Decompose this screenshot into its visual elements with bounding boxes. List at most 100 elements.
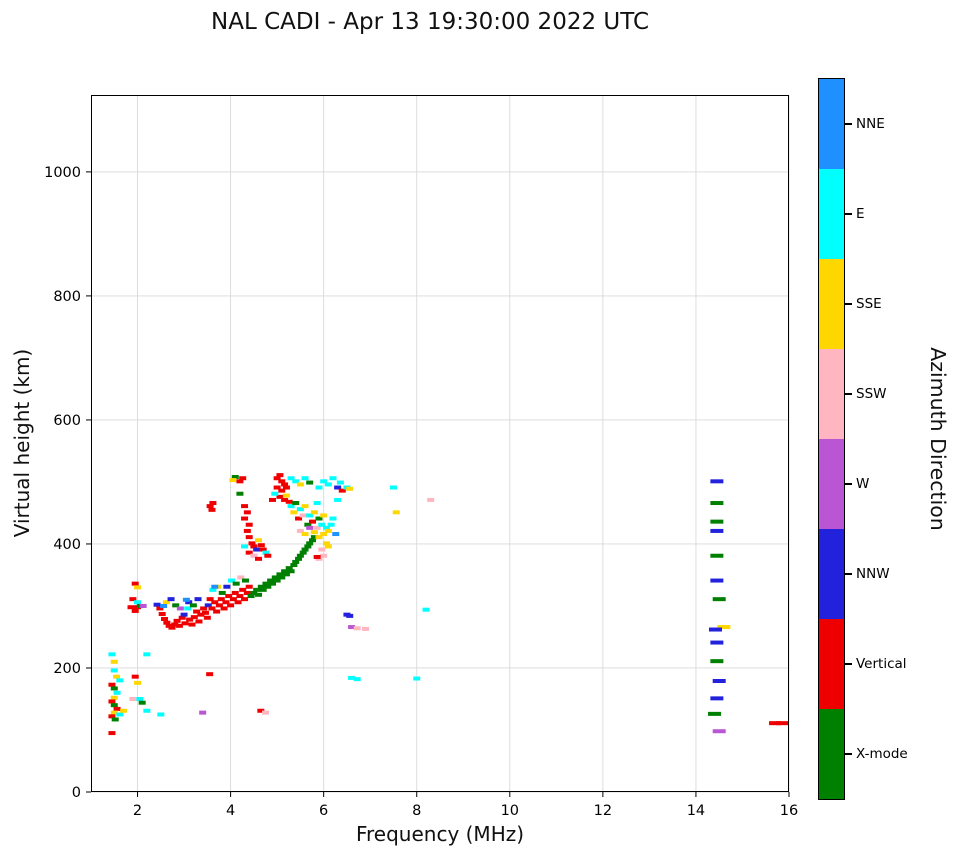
data-point <box>184 606 192 611</box>
colorbar-segment-vertical <box>819 619 844 709</box>
data-point <box>241 597 249 602</box>
data-point <box>346 613 354 618</box>
data-point <box>201 610 209 615</box>
chart-title: NAL CADI - Apr 13 19:30:00 2022 UTC <box>211 9 649 35</box>
colorbar-label-w: W <box>856 476 870 492</box>
data-point <box>223 584 231 589</box>
data-point <box>173 618 181 623</box>
data-point <box>199 710 207 715</box>
y-tick-label: 0 <box>72 785 81 801</box>
data-point <box>348 625 356 630</box>
x-tick-label: 16 <box>780 803 798 819</box>
data-point <box>175 623 183 628</box>
data-point <box>304 522 312 527</box>
data-point <box>776 721 789 726</box>
data-point <box>110 668 118 673</box>
colorbar-tick <box>845 573 852 575</box>
data-point <box>231 474 239 479</box>
data-point <box>427 497 435 502</box>
data-point <box>143 708 151 713</box>
data-point <box>710 696 724 701</box>
data-point <box>322 525 330 530</box>
data-point <box>153 602 161 607</box>
data-point <box>236 491 244 496</box>
data-point <box>228 578 236 583</box>
data-point <box>248 541 256 546</box>
data-point <box>138 700 146 705</box>
data-point <box>181 621 189 626</box>
data-point <box>324 544 332 549</box>
data-point <box>186 617 194 622</box>
data-point <box>769 721 782 726</box>
data-point <box>116 678 124 683</box>
y-tick-label: 400 <box>53 537 81 553</box>
data-point <box>292 501 300 506</box>
data-point <box>200 606 208 611</box>
data-point <box>236 594 244 599</box>
data-point <box>134 585 142 590</box>
data-point <box>250 553 258 558</box>
data-point <box>171 622 179 627</box>
data-point <box>110 710 118 715</box>
data-point <box>243 590 251 595</box>
colorbar-tick <box>845 393 852 395</box>
data-point <box>208 507 216 512</box>
data-point <box>315 516 323 521</box>
data-point <box>313 501 321 506</box>
colorbar-label-ssw: SSW <box>856 386 887 402</box>
data-point <box>134 680 142 685</box>
data-point <box>287 569 295 574</box>
data-point <box>290 563 298 568</box>
data-point <box>295 516 303 521</box>
data-point <box>134 600 142 605</box>
data-point <box>160 603 168 608</box>
data-point <box>211 600 219 605</box>
data-point <box>278 575 286 580</box>
data-point <box>304 544 312 549</box>
data-point <box>259 587 267 592</box>
data-point <box>108 652 116 657</box>
data-point <box>318 522 326 527</box>
colorbar-label-vertical: Vertical <box>856 656 907 672</box>
data-point <box>108 714 116 719</box>
data-point <box>195 619 203 624</box>
data-point <box>273 476 281 481</box>
data-point <box>229 478 237 483</box>
x-tick-label: 8 <box>412 803 421 819</box>
data-point <box>110 686 118 691</box>
data-point <box>213 609 221 614</box>
data-point <box>259 547 267 552</box>
data-point <box>158 612 166 617</box>
data-point <box>290 510 298 515</box>
data-point <box>243 510 251 515</box>
data-point <box>193 609 201 614</box>
data-point <box>111 717 119 722</box>
data-point <box>276 494 284 499</box>
data-point <box>710 479 724 484</box>
x-axis-label: Frequency (MHz) <box>355 822 525 846</box>
x-tick-label: 4 <box>226 803 235 819</box>
data-point <box>306 525 314 530</box>
data-point <box>236 479 244 484</box>
data-point <box>334 485 342 490</box>
data-point <box>313 554 321 559</box>
data-point <box>255 592 263 597</box>
data-point <box>241 504 249 509</box>
colorbar-segment-e <box>819 169 844 259</box>
data-point <box>320 513 328 518</box>
data-point <box>245 522 253 527</box>
data-point <box>346 486 354 491</box>
data-point <box>273 485 281 490</box>
colorbar-tick <box>845 753 852 755</box>
data-point <box>241 578 249 583</box>
colorbar-segment-x-mode <box>819 709 844 799</box>
data-point <box>285 499 293 504</box>
data-point <box>329 516 337 521</box>
data-point <box>257 584 265 589</box>
data-point <box>306 541 314 546</box>
data-point <box>129 597 137 602</box>
data-point <box>708 711 722 716</box>
data-point <box>336 480 344 485</box>
data-point <box>278 479 286 484</box>
data-point <box>161 616 169 621</box>
